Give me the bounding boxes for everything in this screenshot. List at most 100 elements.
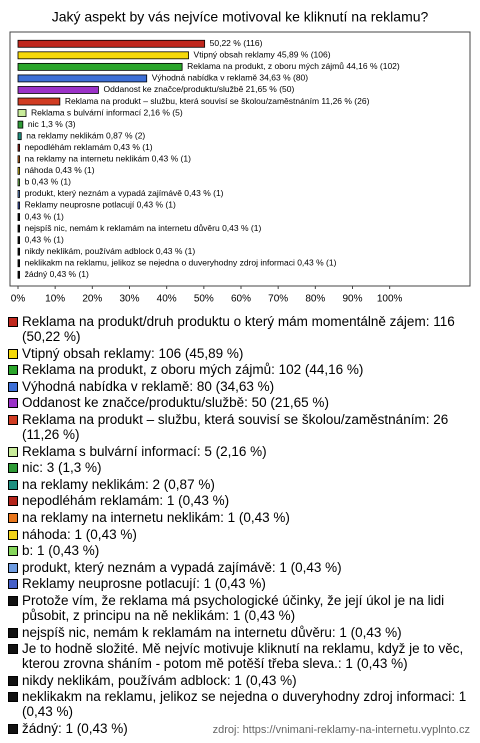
legend-swatch [8,463,18,474]
legend-label: Reklamy neuprosne potlacují: 1 (0,43 %) [22,576,266,592]
legend-label: Oddanost ke značce/produktu/službě: 50 (… [22,395,329,411]
bar-label: Reklamy neuprosne potlacují 0,43 % (1) [25,200,176,210]
bar-label: na reklamy na internetu neklikám 0,43 % … [25,154,191,164]
x-tick-label: 60% [231,294,251,305]
bar [17,143,20,152]
legend-swatch [8,546,18,557]
legend-label: na reklamy neklikám: 2 (0,87 %) [22,476,215,492]
legend-swatch [8,479,18,490]
bar [17,259,20,268]
bar-label: 50,22 % (116) [210,38,263,48]
legend-item: Výhodná nabídka v reklamě: 80 (34,63 %) [8,379,474,394]
bar [17,120,24,129]
bar-label: produkt, který neznám a vypadá zajímávě … [25,188,224,198]
legend-item: náhoda: 1 (0,43 %) [8,527,474,542]
legend-swatch [8,529,18,540]
legend-swatch [8,365,18,376]
x-tick-label: 0% [11,294,26,305]
legend-item: nic: 3 (1,3 %) [8,460,474,475]
legend-item: na reklamy neklikám: 2 (0,87 %) [8,477,474,492]
bar [17,109,27,117]
legend-label: nepodléhám reklamám: 1 (0,43 %) [22,493,230,509]
x-tick-label: 40% [157,294,177,305]
legend-label: nikdy neklikám, používám adblock: 1 (0,4… [22,672,297,688]
x-tick-label: 70% [268,294,288,305]
legend-item: nepodléhám reklamám: 1 (0,43 %) [8,493,474,508]
legend-swatch [8,644,18,655]
legend-swatch [8,348,18,359]
legend-swatch [8,562,18,573]
legend-item: Reklama na produkt, z oboru mých zájmů: … [8,362,474,377]
legend-label: náhoda: 1 (0,43 %) [22,526,137,542]
legend-swatch [8,675,18,686]
bar [17,270,20,279]
legend-item: Reklama s bulvární informací: 5 (2,16 %) [8,444,474,459]
legend-swatch [8,512,18,523]
bar [17,86,99,94]
bar [17,190,20,198]
legend-label: na reklamy na internetu neklikám: 1 (0,4… [22,509,290,525]
bar-label: 0,43 % (1) [25,234,64,244]
bar-label: Oddanost ke značce/produktu/službě 21,65… [103,84,294,94]
legend-swatch [8,595,18,606]
legend-label: Reklama na produkt – službu, která souvi… [22,411,449,442]
bar-label: Reklama na produkt – službu, která souvi… [65,96,370,106]
legend-swatch [8,381,18,392]
legend-swatch [8,317,18,327]
bar [17,74,148,83]
legend-item: Je to hodně složité. Mě nejvíc motivuje … [8,641,474,671]
legend-item: nikdy neklikám, používám adblock: 1 (0,4… [8,673,474,688]
legend-item: na reklamy na internetu neklikám: 1 (0,4… [8,510,474,525]
x-tick-label: 50% [194,294,214,305]
legend-item: Protože vím, že reklama má psychologické… [8,593,474,623]
x-tick-label: 80% [305,294,325,305]
legend-swatch [8,414,18,425]
legend-item: Reklama na produkt/druh produktu o který… [8,314,474,344]
bar-label: Výhodná nabídka v reklamě 34,63 % (80) [152,73,309,83]
x-tick-label: 90% [342,294,362,305]
legend-item: Reklama na produkt – službu, která souvi… [8,412,474,442]
legend-item: Reklamy neuprosne potlacují: 1 (0,43 %) [8,576,474,591]
bar-label: Vtipný obsah reklamy 45,89 % (106) [194,50,331,60]
legend-label: b: 1 (0,43 %) [22,543,100,559]
legend-label: Reklama na produkt/druh produktu o který… [22,314,455,344]
legend-swatch [8,692,18,703]
legend-item: b: 1 (0,43 %) [8,543,474,558]
legend: Reklama na produkt/druh produktu o který… [8,314,474,737]
x-tick-label: 30% [119,294,139,305]
bar-label: neklikakm na reklamu, jelikoz se nejedna… [25,257,337,267]
bar-label: nejspíš nic, nemám k reklamám na interne… [25,223,262,233]
bar-label: 0,43 % (1) [25,211,64,221]
x-tick-label: 100% [377,294,403,305]
legend-label: Vtipný obsah reklamy: 106 (45,89 %) [22,345,244,361]
source: zdroj: https://vnimani-reklamy-na-intern… [212,724,470,736]
bar [17,224,20,233]
legend-swatch [8,398,18,409]
bar [17,155,20,164]
chart: Jaký aspekt by vás nejvíce motivoval ke … [9,9,471,305]
bar-label: Reklama s bulvární informací 2,16 % (5) [31,107,183,117]
bar [17,201,20,210]
bar-label: žádný 0,43 % (1) [25,269,89,279]
legend-swatch [8,446,18,457]
bar-label: náhoda 0,43 % (1) [25,165,95,175]
legend-label: nic: 3 (1,3 %) [22,460,102,476]
legend-label: Výhodná nabídka v reklamě: 80 (34,63 %) [22,378,275,394]
legend-item: Oddanost ke značce/produktu/službě: 50 (… [8,395,474,410]
legend-label: žádný: 1 (0,43 %) [22,720,128,736]
legend-label: Je to hodně složité. Mě nejvíc motivuje … [22,641,464,672]
x-tick-label: 10% [45,294,65,305]
legend-swatch [8,723,18,734]
bar-label: nikdy neklikám, používám adblock 0,43 % … [25,246,196,256]
legend-item: produkt, který neznám a vypadá zajímávě:… [8,560,474,575]
legend-swatch [8,579,18,590]
bar-label: na reklamy neklikám 0,87 % (2) [26,130,145,140]
bar [17,178,20,187]
legend-label: Reklama na produkt, z oboru mých zájmů: … [22,362,364,378]
bar [17,166,20,175]
bar [17,236,20,245]
legend-label: neklikakm na reklamu, jelikoz se nejedna… [22,689,467,720]
legend-item: neklikakm na reklamu, jelikoz se nejedna… [8,689,474,719]
plot-frame [9,31,471,287]
